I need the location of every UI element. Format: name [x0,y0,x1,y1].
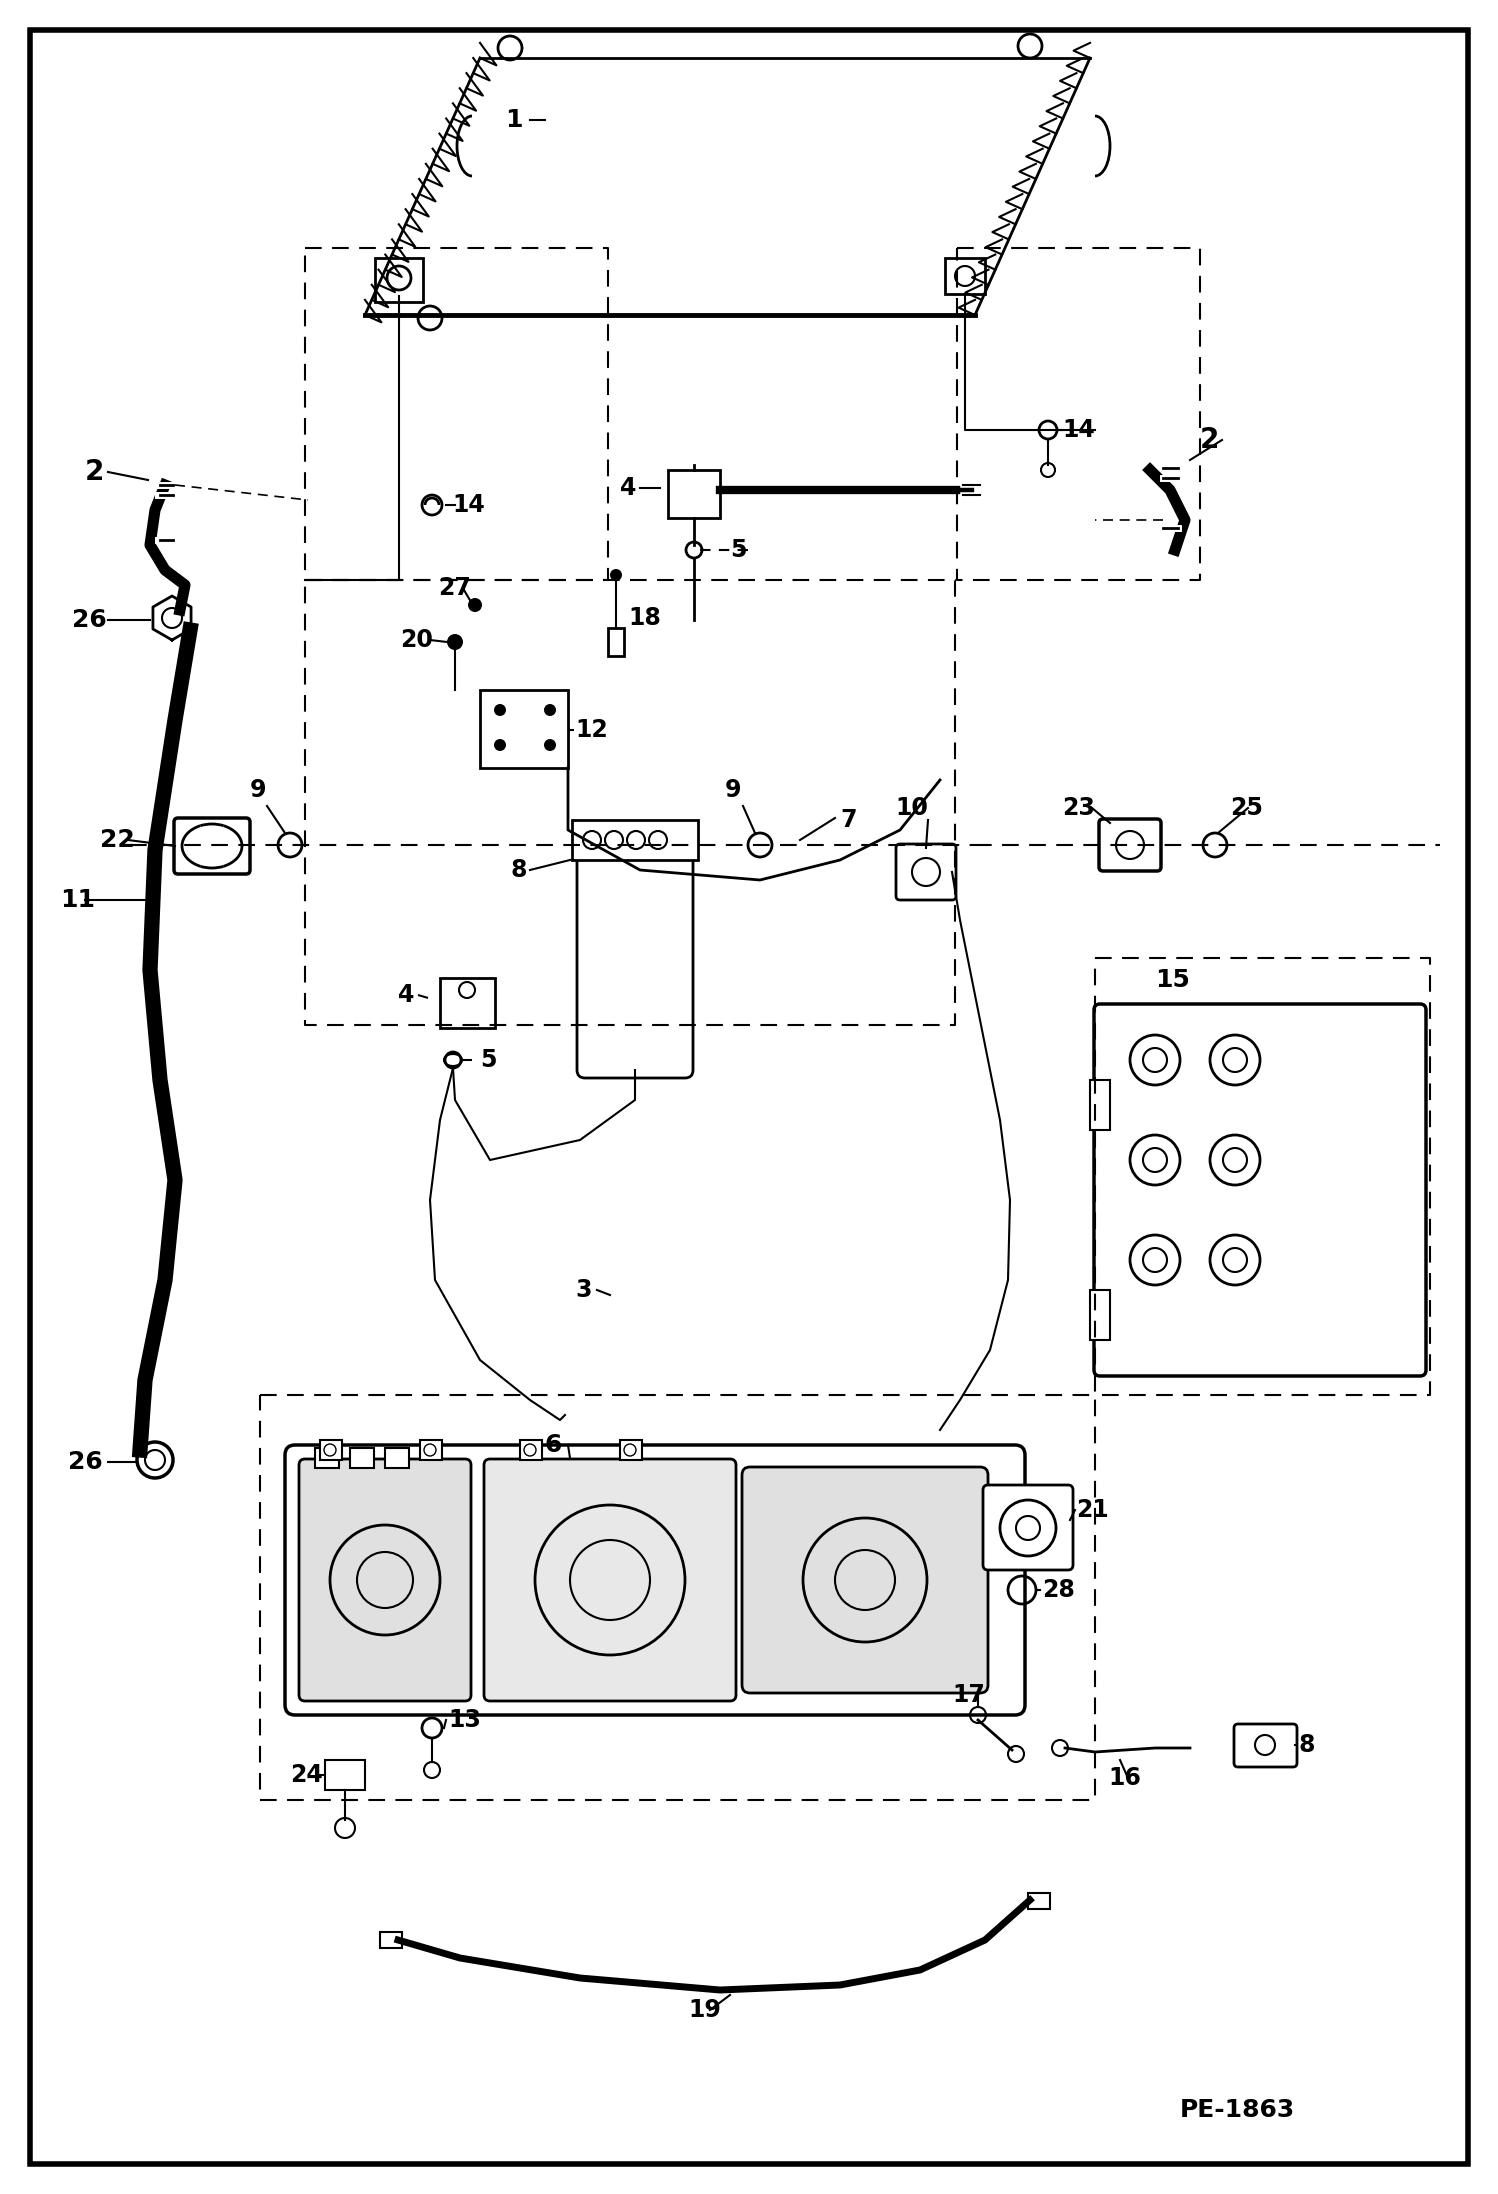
FancyBboxPatch shape [1234,1724,1297,1766]
Text: 17: 17 [953,1683,984,1707]
FancyBboxPatch shape [1100,818,1161,871]
Text: 14: 14 [1062,419,1095,441]
Text: 9: 9 [250,779,267,803]
Bar [385,1448,409,1468]
Bar [419,1439,442,1459]
Text: 1: 1 [505,108,523,132]
Circle shape [467,599,482,612]
Text: 23: 23 [1062,796,1095,821]
Bar [321,1439,342,1459]
Bar [315,1448,339,1468]
Circle shape [544,704,556,715]
Text: 7: 7 [840,807,857,832]
Text: 4: 4 [398,983,415,1007]
FancyBboxPatch shape [300,1459,470,1700]
FancyBboxPatch shape [983,1485,1073,1571]
Text: 12: 12 [575,717,608,742]
FancyBboxPatch shape [577,842,694,1077]
Text: 8: 8 [1297,1733,1315,1757]
Text: 27: 27 [437,577,470,599]
Text: 2: 2 [85,459,105,487]
Text: 13: 13 [448,1707,481,1731]
Text: 18: 18 [628,606,661,630]
Text: 10: 10 [894,796,927,821]
Text: 8: 8 [509,858,526,882]
Bar [572,821,698,860]
Bar [351,1448,374,1468]
Bar [1091,1290,1110,1341]
Text: PE-1863: PE-1863 [1180,2097,1296,2122]
FancyBboxPatch shape [484,1459,736,1700]
Circle shape [494,739,506,750]
Text: 26: 26 [72,608,106,632]
Text: 22: 22 [100,827,135,851]
Text: 6: 6 [545,1433,562,1457]
FancyBboxPatch shape [285,1446,1025,1716]
Bar [374,259,422,303]
Text: 28: 28 [1043,1577,1076,1602]
Circle shape [446,634,463,649]
Text: 4: 4 [620,476,637,500]
Bar [608,627,625,656]
Text: 2: 2 [1200,426,1219,454]
Text: 21: 21 [1076,1499,1109,1523]
Bar [945,259,986,294]
Text: 5: 5 [479,1049,496,1073]
Bar [1028,1893,1050,1909]
Bar [620,1439,643,1459]
Text: 16: 16 [1109,1766,1141,1790]
Bar [440,979,494,1029]
Text: 11: 11 [60,889,94,913]
FancyBboxPatch shape [174,818,250,873]
Text: 14: 14 [452,494,485,518]
Bar [520,1439,542,1459]
Text: 24: 24 [291,1764,322,1786]
Text: 19: 19 [688,1999,721,2023]
Bar [1091,1079,1110,1130]
Text: 25: 25 [1230,796,1263,821]
Bar [479,689,568,768]
Bar [668,470,721,518]
Text: 20: 20 [400,627,433,652]
Text: 3: 3 [575,1277,592,1301]
Circle shape [494,704,506,715]
Circle shape [544,739,556,750]
Text: 9: 9 [725,779,742,803]
Circle shape [610,568,622,581]
Bar [380,1933,401,1948]
Bar [325,1760,366,1790]
FancyBboxPatch shape [896,845,956,900]
Text: 5: 5 [730,538,746,562]
FancyBboxPatch shape [742,1468,989,1694]
FancyBboxPatch shape [1094,1005,1426,1376]
Text: 15: 15 [1155,968,1189,992]
Text: 26: 26 [67,1450,103,1474]
